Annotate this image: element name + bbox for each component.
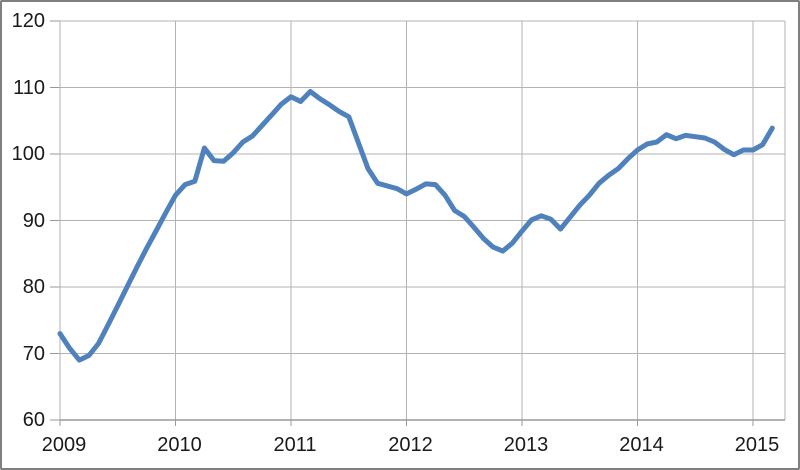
y-tick-label: 120 [11, 10, 45, 32]
x-tick-label: 2011 [273, 434, 317, 456]
x-tick-label: 2014 [619, 434, 664, 456]
x-tick-label: 2009 [41, 434, 87, 456]
y-tick-label: 70 [22, 342, 45, 365]
y-tick-label: 110 [13, 76, 45, 99]
x-tick-label: 2012 [388, 434, 433, 456]
y-tick-label: 60 [22, 409, 45, 431]
x-tick-label: 2013 [503, 434, 549, 456]
index-line [57, 89, 775, 363]
x-tick-label: 2015 [734, 434, 780, 456]
x-tick-label: 2010 [157, 434, 202, 456]
y-tick-label: 90 [22, 209, 45, 232]
y-tick-label: 100 [11, 143, 45, 165]
y-tick-label: 80 [22, 276, 45, 298]
